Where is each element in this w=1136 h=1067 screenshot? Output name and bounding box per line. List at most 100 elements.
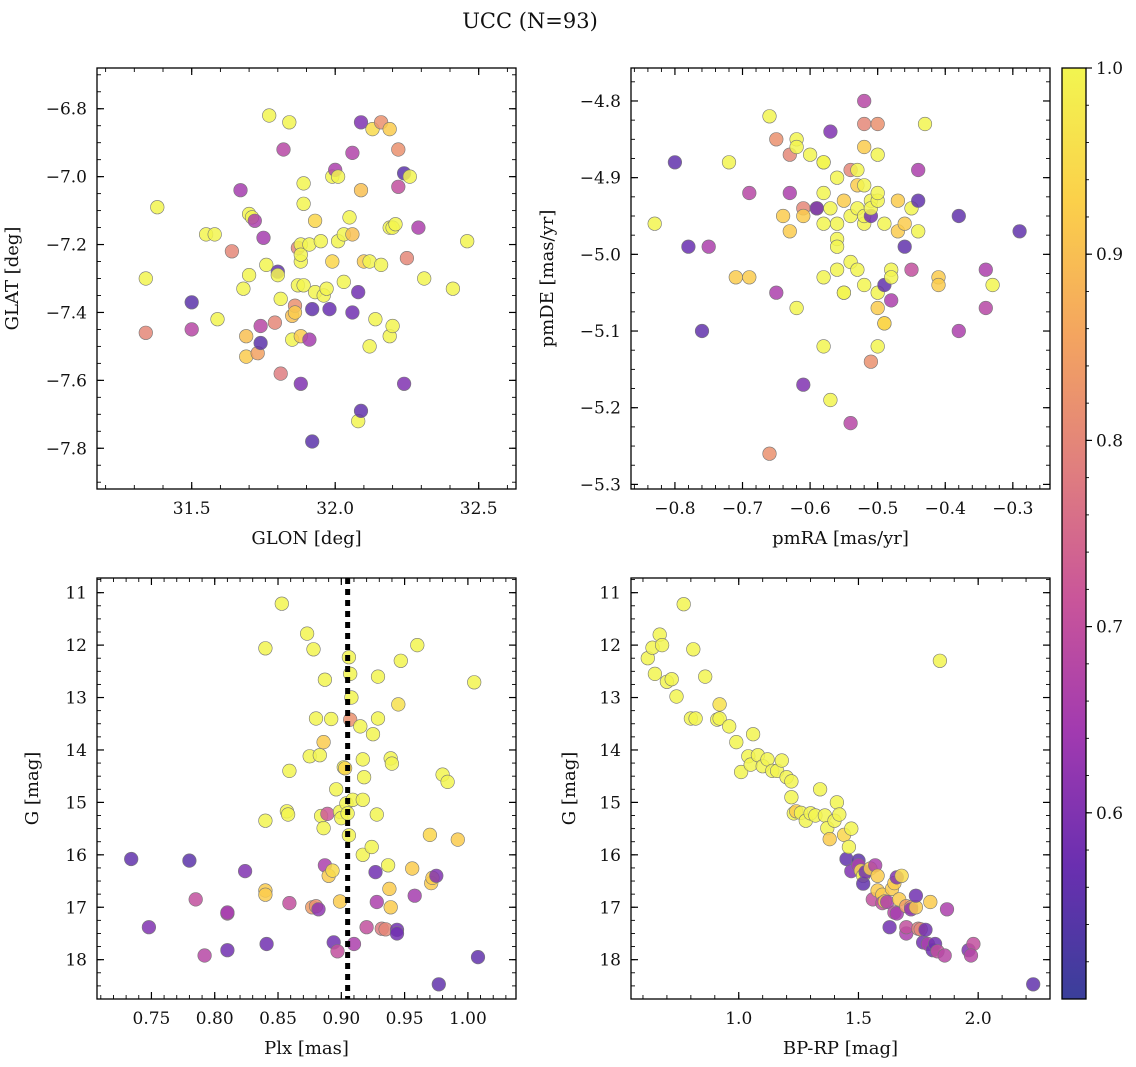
data-point bbox=[411, 220, 426, 235]
data-point bbox=[182, 853, 197, 868]
data-point bbox=[364, 839, 379, 855]
x-tick-label: −0.4 bbox=[925, 499, 966, 519]
data-point bbox=[839, 851, 854, 867]
data-point bbox=[939, 902, 955, 917]
data-point bbox=[397, 376, 412, 391]
data-point bbox=[681, 239, 696, 254]
data-point bbox=[863, 354, 879, 369]
data-point bbox=[324, 711, 339, 727]
colorbar: 0.6 0.7 0.8 0.9 1.0 bbox=[1061, 59, 1123, 1000]
data-point bbox=[932, 653, 948, 668]
data-point bbox=[985, 277, 1000, 293]
figure-title: UCC (N=93) bbox=[462, 9, 598, 33]
colorbar-tick-label: 0.9 bbox=[1096, 245, 1123, 265]
data-point bbox=[676, 597, 691, 612]
data-point bbox=[391, 697, 406, 712]
data-point bbox=[728, 270, 743, 285]
data-point bbox=[911, 224, 926, 239]
data-point bbox=[388, 217, 403, 232]
data-point bbox=[742, 270, 757, 285]
data-point bbox=[1012, 224, 1027, 239]
data-point bbox=[336, 274, 351, 290]
data-point bbox=[762, 446, 777, 461]
y-tick-label: 13 bbox=[65, 689, 87, 709]
x-tick-label: 32.0 bbox=[316, 499, 354, 519]
data-point bbox=[882, 920, 897, 935]
x-tick-label: 0.85 bbox=[259, 1009, 297, 1029]
data-point bbox=[870, 300, 885, 316]
data-point bbox=[138, 271, 153, 286]
data-point bbox=[1026, 977, 1041, 992]
data-point bbox=[445, 281, 461, 296]
data-point bbox=[368, 864, 383, 880]
data-point bbox=[308, 213, 323, 228]
data-point bbox=[796, 377, 811, 392]
y-tick-label: 15 bbox=[599, 793, 621, 813]
data-point bbox=[701, 239, 716, 254]
x-axis-label: pmRA [mas/yr] bbox=[772, 528, 909, 549]
y-tick-label: 16 bbox=[599, 846, 621, 866]
plot-frame bbox=[96, 67, 517, 490]
data-point bbox=[669, 689, 684, 704]
colorbar-tick-label: 0.6 bbox=[1096, 804, 1123, 824]
data-point bbox=[802, 147, 818, 162]
data-point bbox=[870, 185, 885, 201]
data-point bbox=[351, 285, 366, 300]
x-tick-label: 0.95 bbox=[386, 1009, 424, 1029]
data-point bbox=[647, 216, 662, 231]
data-point bbox=[325, 863, 340, 878]
data-point bbox=[281, 807, 296, 822]
data-point bbox=[733, 764, 749, 780]
data-point bbox=[782, 224, 797, 239]
data-point bbox=[355, 792, 370, 807]
points bbox=[640, 597, 1041, 992]
x-tick-label: 1.0 bbox=[725, 1009, 752, 1029]
data-point bbox=[362, 339, 377, 354]
x-tick-label: 31.5 bbox=[173, 499, 211, 519]
data-point bbox=[857, 277, 872, 293]
data-point bbox=[330, 944, 345, 959]
data-point bbox=[857, 178, 872, 193]
data-point bbox=[184, 295, 199, 310]
data-point bbox=[197, 948, 212, 963]
data-point bbox=[274, 596, 289, 611]
data-point bbox=[369, 807, 384, 822]
data-point bbox=[431, 977, 446, 992]
colorbar-tick-label: 0.8 bbox=[1096, 431, 1123, 451]
data-point bbox=[329, 782, 344, 797]
scatter-panel-2: −0.8 −0.7 −0.6 −0.5 −0.4 −0.3 −5.3 −5.2 −5.1 −5.0… bbox=[537, 67, 1051, 549]
data-point bbox=[389, 926, 405, 941]
data-point bbox=[210, 312, 225, 327]
y-tick-label: −4.9 bbox=[580, 169, 621, 189]
data-point bbox=[282, 895, 297, 911]
data-point bbox=[789, 300, 804, 316]
data-point bbox=[769, 285, 784, 300]
y-tick-label: −6.8 bbox=[46, 100, 87, 120]
data-point bbox=[904, 262, 919, 277]
data-point bbox=[322, 302, 337, 317]
data-point bbox=[712, 711, 727, 726]
data-point bbox=[393, 653, 408, 668]
data-point bbox=[256, 230, 271, 245]
data-point bbox=[889, 906, 904, 921]
y-tick-label: 12 bbox=[65, 636, 87, 656]
data-point bbox=[296, 176, 311, 191]
data-point bbox=[460, 234, 475, 249]
data-point bbox=[353, 115, 369, 130]
data-point bbox=[918, 922, 933, 937]
x-tick-label: 32.5 bbox=[460, 499, 498, 519]
data-point bbox=[844, 821, 859, 836]
y-tick-label: 17 bbox=[65, 898, 87, 918]
data-point bbox=[381, 858, 396, 873]
data-point bbox=[368, 312, 383, 327]
data-point bbox=[843, 416, 858, 431]
points bbox=[124, 596, 486, 992]
data-point bbox=[325, 254, 340, 269]
data-point bbox=[829, 239, 845, 254]
data-point bbox=[273, 366, 288, 381]
data-point bbox=[247, 213, 262, 228]
data-point bbox=[816, 270, 831, 285]
x-tick-label: −0.7 bbox=[722, 499, 763, 519]
data-point bbox=[823, 124, 838, 139]
scatter-panel-4: 1.0 1.5 2.0 11 12 13 14 15 16 17 18 BP-RP [mag] G [m… bbox=[559, 577, 1051, 1059]
